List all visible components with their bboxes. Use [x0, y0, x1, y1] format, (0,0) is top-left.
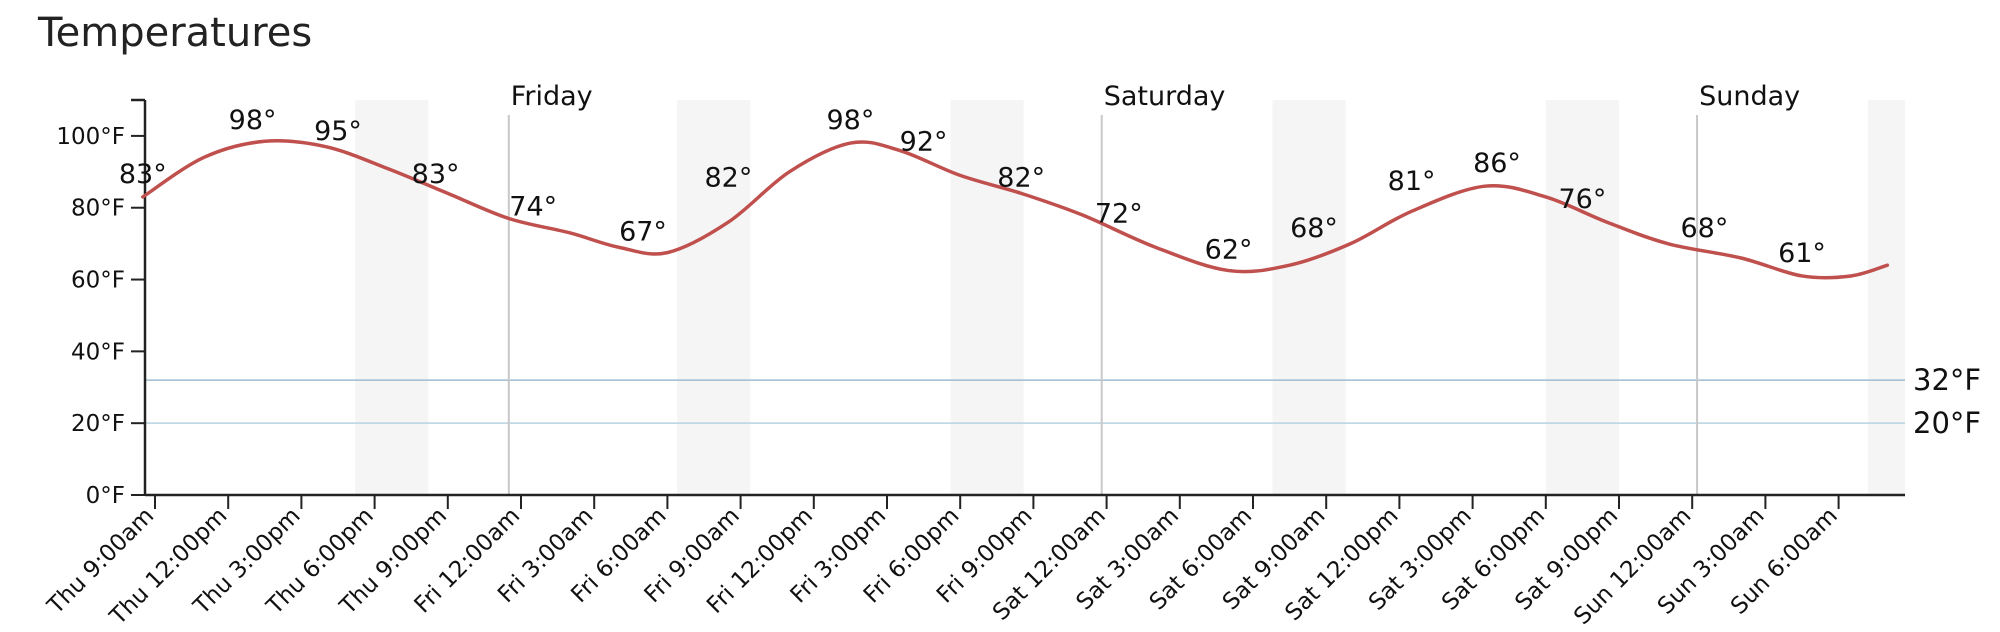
reference-lines: 32°F 20°F	[145, 363, 1981, 440]
point-label: 68°	[1680, 213, 1728, 244]
night-band	[950, 100, 1024, 495]
point-label: 76°	[1558, 184, 1606, 215]
point-label: 86°	[1473, 148, 1521, 179]
y-tick-label: 20°F	[71, 411, 125, 437]
night-band	[1545, 100, 1619, 495]
point-label: 98°	[826, 105, 874, 136]
point-label: 82°	[704, 163, 752, 194]
series-layer	[141, 138, 1890, 280]
point-label: 74°	[509, 191, 557, 222]
day-label: Friday	[511, 81, 593, 112]
point-label: 95°	[314, 116, 362, 147]
point-label: 67°	[619, 216, 667, 247]
y-tick-label: 80°F	[71, 196, 125, 222]
day-label: Saturday	[1104, 81, 1226, 112]
y-tick-label: 40°F	[71, 339, 125, 365]
reference-line-label: 32°F	[1913, 363, 1981, 397]
reference-line-label: 20°F	[1913, 406, 1981, 440]
night-band	[1272, 100, 1346, 495]
night-band	[355, 100, 429, 495]
y-tick-label: 60°F	[71, 268, 125, 294]
y-tick-label: 0°F	[86, 483, 125, 509]
point-label: 72°	[1095, 198, 1143, 229]
point-labels: 83° 98° 95° 83° 74° 67° 82° 98° 92° 82° 72° 62° 68° 8…	[119, 105, 1826, 269]
night-bands	[355, 100, 1905, 495]
point-label: 81°	[1388, 166, 1436, 197]
night-band	[1867, 100, 1905, 495]
y-axis-ticks: 0°F 20°F 40°F 60°F 80°F 100°F	[56, 124, 145, 509]
point-label: 83°	[119, 159, 167, 190]
point-label: 83°	[412, 159, 460, 190]
axes	[131, 98, 1905, 497]
point-label: 68°	[1290, 213, 1338, 244]
temperature-series-line	[141, 138, 1890, 280]
point-label: 62°	[1205, 234, 1253, 265]
point-label: 61°	[1778, 238, 1826, 269]
point-label: 92°	[900, 127, 948, 158]
day-dividers: Friday Saturday Sunday	[507, 81, 1800, 495]
point-label: 98°	[229, 105, 277, 136]
chart-title: Temperatures	[38, 10, 313, 56]
y-tick-label: 100°F	[56, 124, 125, 150]
day-label: Sunday	[1699, 81, 1800, 112]
night-band	[677, 100, 751, 495]
point-label: 82°	[997, 163, 1045, 194]
